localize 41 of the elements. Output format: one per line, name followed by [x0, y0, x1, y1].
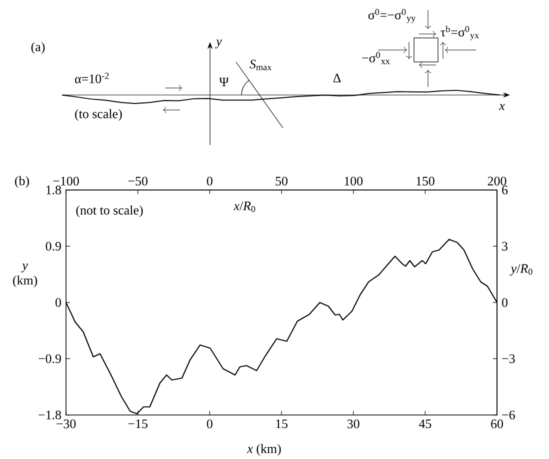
text: (to scale) [75, 109, 122, 121]
text: y [215, 40, 222, 48]
y-tick-label: 0.9 [46, 242, 61, 251]
y2-tick-label: 0 [502, 298, 508, 307]
y-tick-label: 1.8 [46, 186, 62, 194]
x2-axis-title: x/R$_{0}$ [234, 202, 256, 212]
x-axis-title: x (km) [247, 444, 281, 456]
text: α=10$^{-2}$ [75, 72, 109, 84]
y-axis-title: y (km) [13, 264, 38, 288]
x2-tick-label: 0 [206, 176, 212, 186]
y-tick-label: 0 [56, 298, 62, 307]
x2-tick-label: 150 [416, 176, 434, 186]
y2-axis-title: y/R$_{0}$ [510, 264, 532, 276]
y2-tick-label: −6 [502, 410, 515, 420]
x2-tick-label: −100 [53, 176, 79, 186]
y2-tick-label: 6 [502, 186, 508, 194]
x-tick-label: 0 [206, 420, 212, 428]
x-tick-label: −15 [128, 420, 148, 428]
y-tick-label: −0.9 [38, 354, 61, 364]
x2-tick-label: −50 [128, 176, 148, 186]
y2-tick-label: 3 [502, 242, 508, 251]
y2-tick-label: −3 [502, 354, 515, 364]
chart-title: (a) [31, 42, 45, 54]
x2-tick-label: 100 [344, 176, 363, 186]
text: Ψ [219, 78, 229, 86]
text: Δ [333, 74, 341, 82]
text: τ$^{b}$=σ$^{0}$yx [440, 26, 479, 40]
x-tick-label: 15 [276, 420, 288, 428]
chart-title: (b) [15, 176, 29, 188]
x-tick-label: 60 [491, 420, 503, 428]
y-tick-label: −1.8 [38, 410, 62, 420]
x2-tick-label: 200 [488, 176, 506, 186]
text: x [498, 104, 505, 110]
x-tick-label: −30 [56, 420, 76, 428]
text: S$_{max}$ [250, 60, 272, 70]
text: σ$^{0}$=−σ$^{0}$yy [368, 8, 416, 24]
x2-tick-label: 50 [276, 176, 288, 186]
text: −σ$^{0}$xx [362, 52, 390, 64]
x-tick-label: 30 [347, 420, 360, 428]
x-tick-label: 45 [418, 419, 432, 428]
annotation: (not to scale) [76, 205, 143, 218]
